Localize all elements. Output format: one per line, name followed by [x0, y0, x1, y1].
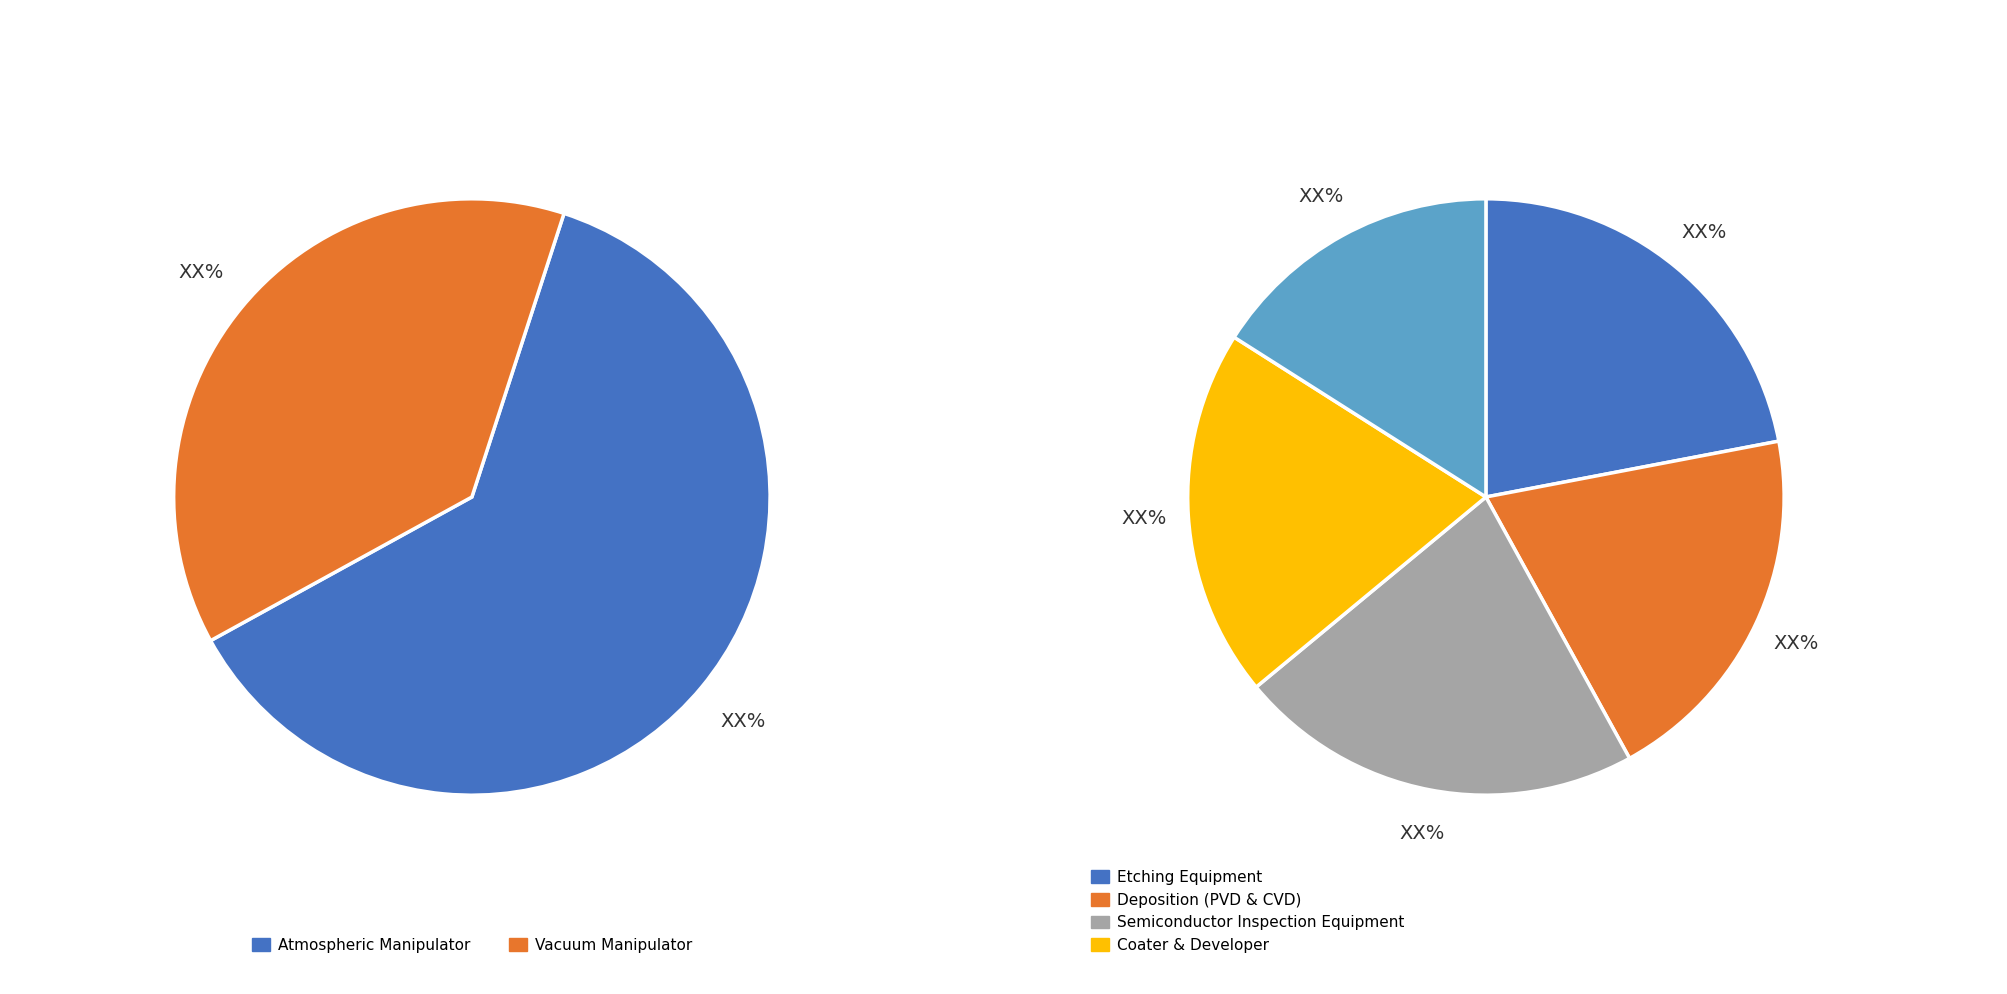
Text: XX%: XX%: [1297, 187, 1343, 206]
Text: XX%: XX%: [721, 712, 765, 731]
Text: Email: sales@theindustrystats.com: Email: sales@theindustrystats.com: [839, 942, 1168, 961]
Text: XX%: XX%: [1399, 824, 1443, 843]
Text: Source: Theindustrystats Analysis: Source: Theindustrystats Analysis: [24, 942, 345, 961]
Wedge shape: [211, 214, 771, 795]
Text: XX%: XX%: [1772, 633, 1818, 652]
Wedge shape: [1256, 497, 1630, 795]
Wedge shape: [1485, 199, 1778, 497]
Legend: Etching Equipment, Deposition (PVD & CVD), Semiconductor Inspection Equipment, C: Etching Equipment, Deposition (PVD & CVD…: [1084, 864, 1409, 959]
Wedge shape: [1485, 441, 1784, 758]
Text: XX%: XX%: [1682, 224, 1726, 243]
Legend: Atmospheric Manipulator, Vacuum Manipulator: Atmospheric Manipulator, Vacuum Manipula…: [245, 931, 698, 959]
Text: XX%: XX%: [1120, 509, 1166, 528]
Wedge shape: [173, 199, 564, 641]
Wedge shape: [1186, 337, 1485, 687]
Text: Fig. Global Wafer Transfer Robots Market Share by Product Types & Application: Fig. Global Wafer Transfer Robots Market…: [24, 46, 1150, 70]
Wedge shape: [1234, 199, 1485, 497]
Text: XX%: XX%: [179, 263, 223, 282]
Text: Website: www.theindustrystats.com: Website: www.theindustrystats.com: [1642, 942, 1983, 961]
